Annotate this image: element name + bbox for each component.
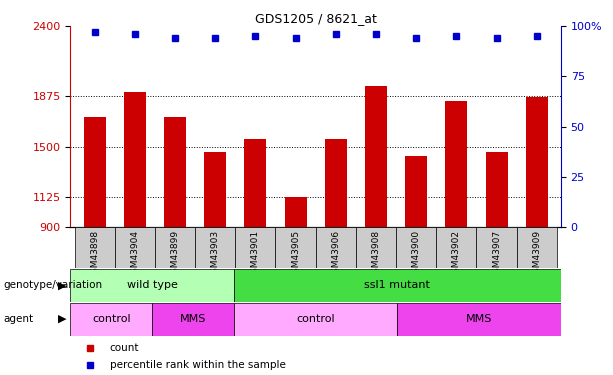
Bar: [325, 139, 347, 227]
Text: genotype/variation: genotype/variation: [3, 280, 102, 290]
Text: GSM43906: GSM43906: [331, 230, 340, 279]
Text: GSM43900: GSM43900: [412, 230, 421, 279]
Bar: [204, 152, 226, 227]
Bar: [517, 227, 557, 268]
Bar: [155, 227, 195, 268]
Bar: [396, 227, 436, 268]
Text: GSM43905: GSM43905: [291, 230, 300, 279]
Text: MMS: MMS: [180, 314, 207, 324]
Bar: [235, 227, 275, 268]
Text: ssl1 mutant: ssl1 mutant: [365, 280, 430, 290]
Text: control: control: [296, 314, 335, 324]
Text: GSM43909: GSM43909: [532, 230, 541, 279]
Bar: [115, 227, 155, 268]
Bar: [75, 227, 115, 268]
Text: control: control: [92, 314, 131, 324]
Bar: [164, 117, 186, 227]
Text: GSM43899: GSM43899: [170, 230, 180, 279]
Text: GSM43901: GSM43901: [251, 230, 260, 279]
Bar: [70, 269, 234, 302]
Bar: [316, 227, 356, 268]
Text: ▶: ▶: [58, 314, 66, 324]
Bar: [234, 269, 561, 302]
Text: GSM43903: GSM43903: [211, 230, 219, 279]
Title: GDS1205 / 8621_at: GDS1205 / 8621_at: [255, 12, 376, 25]
Bar: [476, 227, 517, 268]
Bar: [284, 198, 306, 227]
Bar: [124, 92, 146, 227]
Text: GSM43904: GSM43904: [131, 230, 139, 279]
Text: wild type: wild type: [127, 280, 178, 290]
Bar: [195, 227, 235, 268]
Bar: [485, 152, 508, 227]
Bar: [445, 101, 468, 227]
Text: agent: agent: [3, 314, 33, 324]
Text: MMS: MMS: [466, 314, 492, 324]
Bar: [275, 227, 316, 268]
Bar: [152, 303, 234, 336]
Bar: [405, 156, 427, 227]
Bar: [356, 227, 396, 268]
Bar: [245, 139, 267, 227]
Text: GSM43907: GSM43907: [492, 230, 501, 279]
Bar: [83, 117, 105, 227]
Text: percentile rank within the sample: percentile rank within the sample: [110, 360, 286, 370]
Bar: [365, 87, 387, 227]
Text: GSM43908: GSM43908: [371, 230, 381, 279]
Text: ▶: ▶: [58, 280, 66, 290]
Bar: [234, 303, 397, 336]
Bar: [526, 97, 548, 227]
Text: GSM43902: GSM43902: [452, 230, 461, 279]
Text: count: count: [110, 343, 139, 353]
Bar: [436, 227, 476, 268]
Text: GSM43898: GSM43898: [90, 230, 99, 279]
Bar: [70, 303, 152, 336]
Bar: [397, 303, 561, 336]
